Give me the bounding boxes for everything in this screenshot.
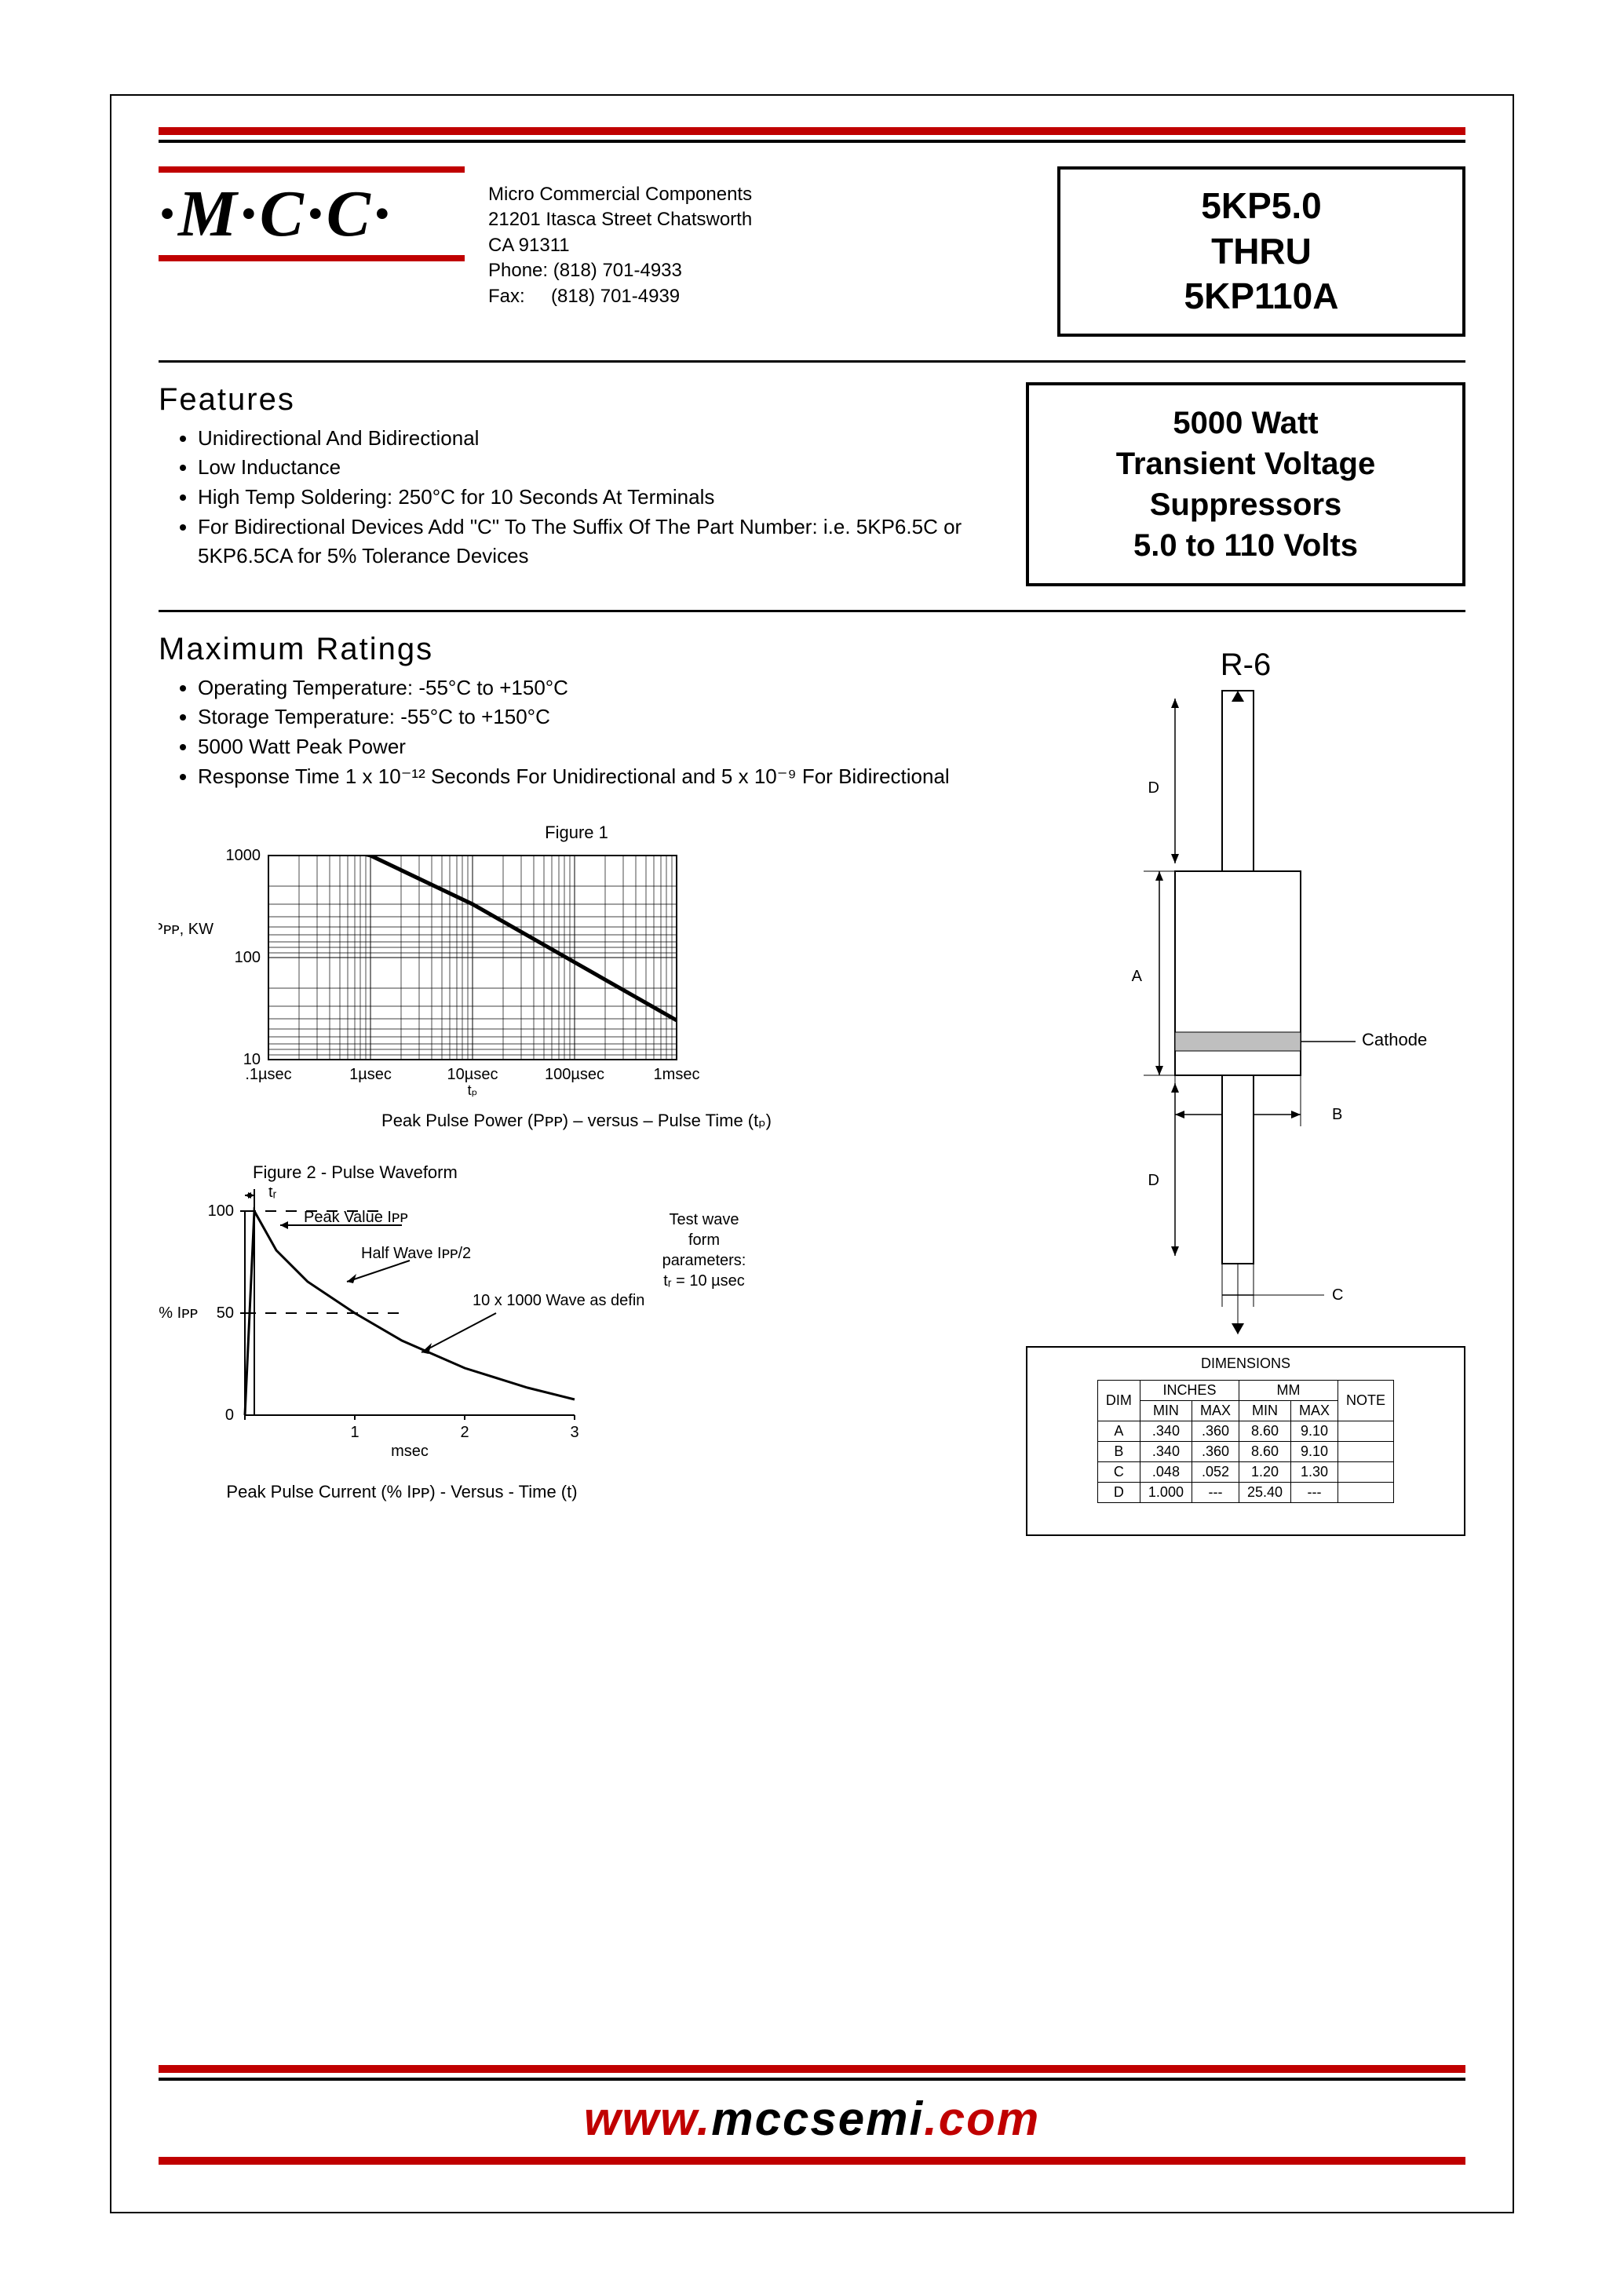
svg-text:1msec: 1msec bbox=[654, 1066, 700, 1083]
logo-top-bar bbox=[159, 166, 465, 173]
svg-text:0: 0 bbox=[225, 1407, 234, 1424]
svg-text:100: 100 bbox=[208, 1202, 234, 1220]
table-row: C.048.0521.201.30 bbox=[1097, 1461, 1393, 1482]
figure-1: Figure 1 bbox=[159, 823, 994, 1131]
figure1-caption: Peak Pulse Power (Pᴘᴘ) – versus – Pulse … bbox=[159, 1111, 994, 1131]
dimensions-table: DIM INCHES MM NOTE MIN MAX MIN MAX A.340… bbox=[1097, 1380, 1394, 1503]
figure2-chart: tᵣ Peak Value Iᴘᴘ Half Wave Iᴘᴘ/2 bbox=[159, 1188, 645, 1470]
features-list: Unidirectional And Bidirectional Low Ind… bbox=[159, 424, 994, 571]
svg-text:10 x 1000 Wave as defined by R: 10 x 1000 Wave as defined by R.E.A. bbox=[473, 1292, 645, 1309]
svg-text:C: C bbox=[1332, 1286, 1343, 1304]
footer: www.mccsemi.com bbox=[159, 2065, 1465, 2165]
svg-text:B: B bbox=[1332, 1106, 1342, 1123]
table-row: D1.000---25.40--- bbox=[1097, 1482, 1393, 1502]
svg-text:1µsec: 1µsec bbox=[349, 1066, 392, 1083]
svg-text:tₚ: tₚ bbox=[468, 1082, 478, 1098]
svg-text:Cathode: Cathode bbox=[1362, 1030, 1427, 1049]
footer-bar-red-bot bbox=[159, 2157, 1465, 2165]
svg-text:1: 1 bbox=[350, 1424, 359, 1441]
figure1-chart: 1000 100 10 Pᴘᴘ, KW .1µsec 1µsec 10µsec … bbox=[159, 848, 724, 1099]
svg-text:1000: 1000 bbox=[226, 848, 261, 864]
logo-bottom-bar bbox=[159, 255, 465, 261]
figure2-caption: Peak Pulse Current (% Iᴘᴘ) - Versus - Ti… bbox=[159, 1482, 645, 1502]
figure2-title: Figure 2 - Pulse Waveform bbox=[159, 1162, 645, 1183]
footer-bar-red-top bbox=[159, 2065, 1465, 2073]
svg-text:% Iᴘᴘ: % Iᴘᴘ bbox=[159, 1304, 198, 1322]
company-phone: Phone: (818) 701-4933 bbox=[488, 258, 802, 283]
svg-text:10µsec: 10µsec bbox=[447, 1066, 498, 1083]
footer-url: www.mccsemi.com bbox=[159, 2092, 1465, 2146]
svg-text:100: 100 bbox=[235, 949, 261, 966]
figure1-title: Figure 1 bbox=[159, 823, 994, 843]
feature-item: For Bidirectional Devices Add "C" To The… bbox=[198, 513, 994, 571]
figure-2: Figure 2 - Pulse Waveform bbox=[159, 1162, 994, 1502]
ratings-heading: Maximum Ratings bbox=[159, 632, 994, 667]
divider-2 bbox=[159, 610, 1465, 612]
top-bar-black bbox=[159, 140, 1465, 143]
logo-block: ·M·C·C· bbox=[159, 166, 465, 261]
header-row: ·M·C·C· Micro Commercial Components 2120… bbox=[159, 166, 1465, 337]
part-title-3: 5KP110A bbox=[1084, 274, 1439, 319]
company-fax: Fax: (818) 701-4939 bbox=[488, 284, 802, 309]
desc-box: 5000 Watt Transient Voltage Suppressors … bbox=[1026, 382, 1465, 586]
table-row: B.340.3608.609.10 bbox=[1097, 1441, 1393, 1461]
table-row: A.340.3608.609.10 bbox=[1097, 1421, 1393, 1441]
svg-text:msec: msec bbox=[391, 1443, 429, 1460]
svg-text:50: 50 bbox=[217, 1304, 234, 1322]
svg-text:.1µsec: .1µsec bbox=[245, 1066, 291, 1083]
rating-item: Storage Temperature: -55°C to +150°C bbox=[198, 702, 994, 732]
svg-text:Pᴘᴘ, KW: Pᴘᴘ, KW bbox=[159, 921, 213, 938]
feature-item: Unidirectional And Bidirectional bbox=[198, 424, 994, 454]
svg-text:A: A bbox=[1132, 968, 1143, 985]
part-title-2: THRU bbox=[1084, 229, 1439, 275]
rating-item: Response Time 1 x 10⁻¹² Seconds For Unid… bbox=[198, 762, 994, 792]
company-address2: CA 91311 bbox=[488, 233, 802, 258]
dim-title: DIMENSIONS bbox=[1032, 1355, 1459, 1372]
part-title-1: 5KP5.0 bbox=[1084, 184, 1439, 229]
svg-text:2: 2 bbox=[460, 1424, 469, 1441]
package-name: R-6 bbox=[1026, 648, 1465, 683]
svg-text:tᵣ: tᵣ bbox=[268, 1188, 277, 1201]
divider-1 bbox=[159, 360, 1465, 363]
company-name: Micro Commercial Components bbox=[488, 182, 802, 207]
svg-text:3: 3 bbox=[570, 1424, 578, 1441]
dimensions-block: DIMENSIONS DIM INCHES MM NOTE MIN MAX MI… bbox=[1026, 1346, 1465, 1536]
logo-text: ·M·C·C· bbox=[159, 176, 465, 252]
feature-item: High Temp Soldering: 250°C for 10 Second… bbox=[198, 483, 994, 513]
package-diagram: D Cathode A bbox=[1026, 683, 1465, 1342]
svg-text:Half Wave Iᴘᴘ/2: Half Wave Iᴘᴘ/2 bbox=[361, 1245, 471, 1262]
svg-text:100µsec: 100µsec bbox=[545, 1066, 604, 1083]
company-address1: 21201 Itasca Street Chatsworth bbox=[488, 207, 802, 232]
part-title-box: 5KP5.0 THRU 5KP110A bbox=[1057, 166, 1465, 337]
svg-text:D: D bbox=[1148, 1172, 1159, 1189]
figure2-side-note: Test wave form parameters: tᵣ = 10 µsec bbox=[645, 1162, 763, 1291]
top-bar-red bbox=[159, 127, 1465, 135]
features-heading: Features bbox=[159, 382, 994, 418]
rating-item: Operating Temperature: -55°C to +150°C bbox=[198, 673, 994, 703]
svg-text:Peak Value Iᴘᴘ: Peak Value Iᴘᴘ bbox=[304, 1209, 408, 1226]
rating-item: 5000 Watt Peak Power bbox=[198, 732, 994, 762]
feature-item: Low Inductance bbox=[198, 453, 994, 483]
svg-text:D: D bbox=[1148, 779, 1159, 797]
footer-bar-black bbox=[159, 2078, 1465, 2081]
ratings-list: Operating Temperature: -55°C to +150°C S… bbox=[159, 673, 994, 792]
company-block: Micro Commercial Components 21201 Itasca… bbox=[488, 166, 802, 309]
